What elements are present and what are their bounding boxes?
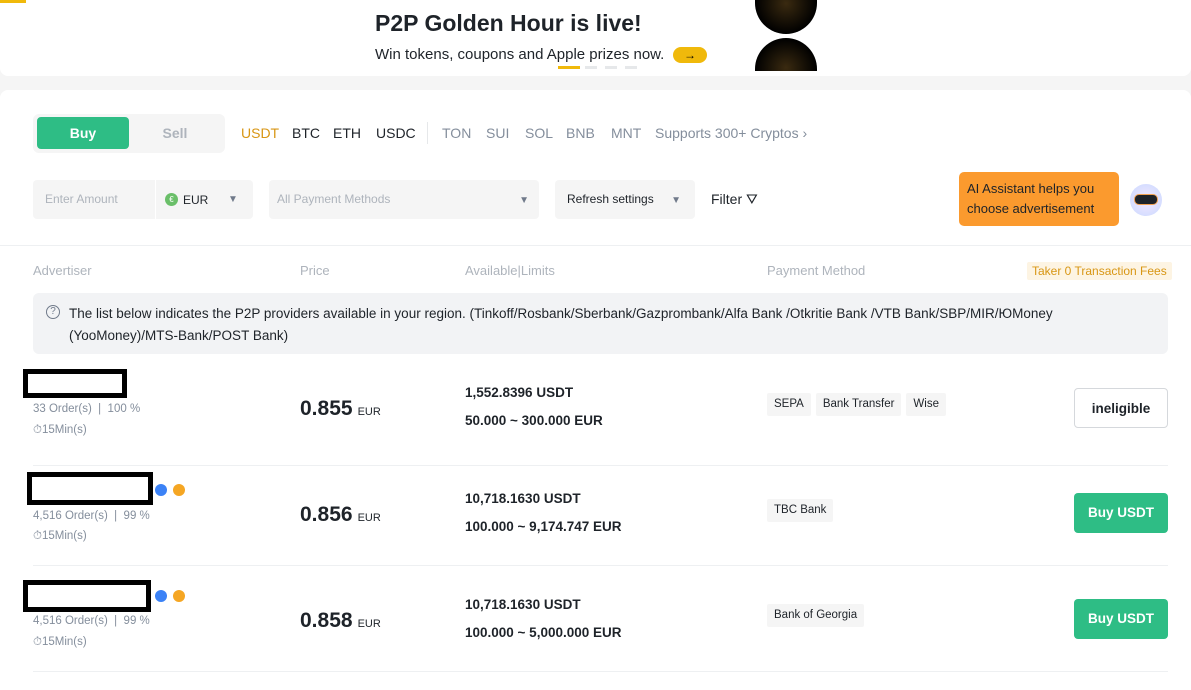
redacted-advertiser-name (23, 369, 127, 398)
price-value: 0.855 (300, 397, 353, 420)
payment-methods: SEPA Bank Transfer Wise (767, 393, 946, 416)
refresh-settings-select[interactable]: Refresh settings ▼ (555, 180, 695, 219)
verified-icon (155, 590, 167, 602)
header-available: Available|Limits (465, 263, 555, 278)
more-cryptos-link[interactable]: Supports 300+ Cryptos › (655, 125, 808, 141)
carousel-dot[interactable] (625, 66, 637, 69)
price-value: 0.856 (300, 503, 353, 526)
banner-subtitle: Win tokens, coupons and Apple prizes now… (375, 46, 665, 63)
carousel-dot[interactable] (605, 66, 617, 69)
header-payment: Payment Method (767, 263, 866, 278)
coin-image (755, 38, 817, 71)
fiat-select[interactable]: EUR (183, 193, 209, 207)
merchant-badge-icon (173, 590, 185, 602)
crypto-bnb[interactable]: BNB (566, 125, 595, 141)
price-currency: EUR (357, 512, 381, 524)
banner-indicator (0, 0, 26, 3)
filter-label: Filter (711, 191, 743, 207)
caret-down-icon: ▼ (671, 195, 681, 206)
table-row: 4,516 Order(s) | 99 % ⏱15Min(s) 0.858 EUR… (0, 566, 1191, 672)
price: 0.855 EUR (300, 397, 381, 421)
crypto-sui[interactable]: SUI (486, 125, 510, 141)
tab-sell[interactable]: Sell (162, 125, 188, 141)
euro-icon: € (165, 193, 178, 206)
pay-time: ⏱15Min(s) (33, 530, 87, 542)
header-advertiser: Advertiser (33, 263, 92, 278)
buy-usdt-button[interactable]: Buy USDT (1074, 599, 1168, 639)
crypto-sol[interactable]: SOL (525, 125, 554, 141)
region-notice: The list below indicates the P2P provide… (33, 293, 1168, 354)
table-row: 4,516 Order(s) | 99 % ⏱15Min(s) 0.856 EUR… (0, 460, 1191, 566)
promo-banner[interactable]: P2P Golden Hour is live! Win tokens, cou… (0, 0, 1191, 76)
payment-tag: Bank of Georgia (767, 604, 865, 627)
available-amount: 1,552.8396 USDT (465, 385, 574, 400)
crypto-usdt[interactable]: USDT (241, 125, 280, 141)
price-currency: EUR (357, 406, 381, 418)
pay-time: ⏱15Min(s) (33, 424, 87, 436)
carousel-dot-active[interactable] (558, 66, 580, 69)
tab-buy[interactable]: Buy (37, 117, 129, 149)
price-currency: EUR (357, 618, 381, 630)
filter-button[interactable]: Filter ⛛ (711, 191, 758, 208)
header-price: Price (300, 263, 330, 278)
amount-input[interactable]: Enter Amount (33, 180, 253, 219)
payment-method-select[interactable]: All Payment Methods ▼ (269, 180, 539, 219)
crypto-ton[interactable]: TON (442, 125, 472, 141)
payment-methods: Bank of Georgia (767, 604, 865, 627)
price: 0.858 EUR (300, 609, 381, 633)
funnel-icon: ⛛ (746, 191, 758, 207)
banner-title: P2P Golden Hour is live! (375, 10, 642, 36)
divider (427, 122, 428, 144)
ai-assistant-bubble[interactable]: AI Assistant helps you choose advertisem… (959, 172, 1119, 226)
taker-fees-badge: Taker 0 Transaction Fees (1027, 262, 1172, 280)
ineligible-button[interactable]: ineligible (1074, 388, 1168, 428)
order-stats: 33 Order(s) | 100 % (33, 403, 141, 415)
crypto-btc[interactable]: BTC (292, 125, 320, 141)
limits: 50.000 ~ 300.000 EUR (465, 413, 603, 428)
question-icon: ? (46, 305, 60, 319)
crypto-eth[interactable]: ETH (333, 125, 361, 141)
amount-placeholder: Enter Amount (45, 192, 118, 206)
divider (0, 245, 1191, 246)
order-stats: 4,516 Order(s) | 99 % (33, 510, 150, 522)
caret-down-icon: ▼ (228, 194, 238, 205)
available-amount: 10,718.1630 USDT (465, 597, 581, 612)
payment-methods: TBC Bank (767, 499, 834, 522)
refresh-label: Refresh settings (567, 192, 654, 206)
arrow-right-icon[interactable]: → (673, 47, 707, 63)
carousel-dot[interactable] (585, 66, 597, 69)
pay-time: ⏱15Min(s) (33, 636, 87, 648)
redacted-advertiser-name (23, 580, 151, 612)
available-amount: 10,718.1630 USDT (465, 491, 581, 506)
crypto-usdc[interactable]: USDC (376, 125, 416, 141)
merchant-badge-icon (173, 484, 185, 496)
payment-placeholder: All Payment Methods (277, 192, 391, 206)
coin-image (755, 0, 817, 34)
crypto-mnt[interactable]: MNT (611, 125, 642, 141)
caret-down-icon: ▼ (519, 195, 529, 206)
redacted-advertiser-name (27, 472, 153, 505)
price-value: 0.858 (300, 609, 353, 632)
limits: 100.000 ~ 9,174.747 EUR (465, 519, 622, 534)
verified-icon (155, 484, 167, 496)
ai-robot-icon[interactable] (1130, 184, 1162, 216)
price: 0.856 EUR (300, 503, 381, 527)
order-stats: 4,516 Order(s) | 99 % (33, 615, 150, 627)
limits: 100.000 ~ 5,000.000 EUR (465, 625, 622, 640)
payment-tag: TBC Bank (767, 499, 834, 522)
table-row: 33 Order(s) | 100 % ⏱15Min(s) 0.855 EUR 1… (0, 360, 1191, 466)
payment-tag: SEPA (767, 393, 811, 416)
buy-usdt-button[interactable]: Buy USDT (1074, 493, 1168, 533)
payment-tag: Bank Transfer (815, 393, 902, 416)
payment-tag: Wise (906, 393, 946, 416)
